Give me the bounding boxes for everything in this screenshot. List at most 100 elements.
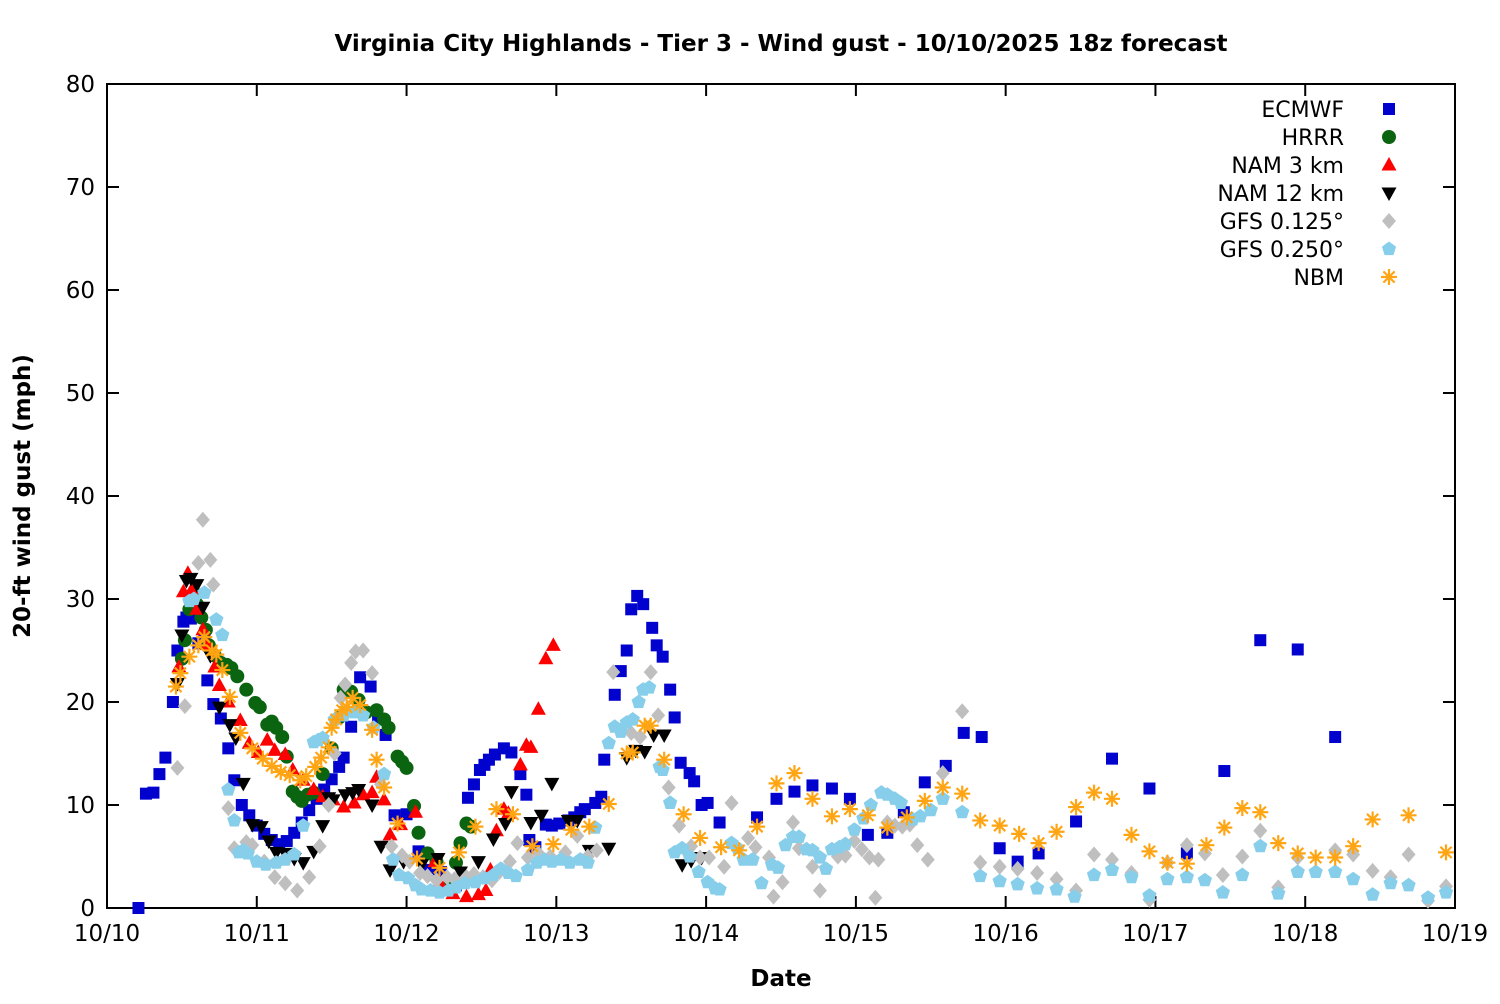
nbm-point-shape [1012, 827, 1026, 841]
nam-3-km-point [545, 637, 561, 651]
nam-3-km-point [364, 784, 380, 799]
legend-marker-nbm [1381, 269, 1397, 285]
nbm-point [221, 688, 238, 705]
gfs-0-125-point-shape [1105, 851, 1120, 868]
ecmwf-point-shape [650, 639, 663, 652]
gfs-0-125-point-shape [935, 765, 950, 782]
legend-item-hrrr: HRRR [1282, 126, 1396, 151]
gfs-0-250-point [1049, 882, 1064, 896]
nam-12-km-point [195, 601, 211, 616]
ecmwf-point [288, 826, 301, 839]
gfs-0-250-point-shape [1215, 885, 1230, 899]
gfs-0-125-point-shape [766, 888, 781, 905]
gfs-0-250-point [1104, 862, 1120, 876]
nam-3-km-point [470, 886, 486, 901]
nam-3-km-point-shape [306, 781, 322, 796]
nbm-point-shape [825, 809, 839, 823]
ecmwf-point-shape [288, 826, 301, 839]
nbm-point-shape [657, 753, 671, 767]
ecmwf-point-shape [132, 902, 145, 914]
gfs-0-125-point [1049, 871, 1064, 888]
gfs-0-125-point-shape [973, 854, 988, 871]
gfs-0-125-point [278, 875, 293, 892]
nam-12-km-point-shape [253, 821, 269, 835]
gfs-0-125-point [429, 872, 444, 889]
nbm-point-shape [626, 746, 640, 759]
nbm-point [313, 749, 330, 766]
gfs-0-125-point-shape [775, 874, 790, 891]
ecmwf-point-shape [608, 688, 621, 701]
gfs-0-125-point-shape [606, 664, 621, 681]
nam-12-km-point-shape [261, 835, 277, 850]
nbm-point [320, 739, 337, 756]
ecmwf-point [957, 726, 970, 739]
nam-12-km-point [325, 794, 341, 808]
gfs-0-125-point-shape [871, 851, 886, 868]
gfs-0-125-point-shape [195, 511, 210, 528]
hrrr-point-shape [381, 720, 396, 735]
ecmwf-point-shape [147, 786, 160, 799]
gfs-0-125-point [785, 814, 800, 831]
nam-12-km-point [533, 809, 549, 824]
y-tick-label: 80 [66, 72, 95, 98]
nbm-point [1086, 784, 1103, 801]
nam-12-km-point-shape [373, 840, 389, 855]
gfs-0-125-point-shape [1253, 822, 1268, 839]
gfs-0-125-point-shape [589, 842, 604, 859]
nam-3-km-point [259, 732, 275, 746]
ecmwf-point [713, 816, 726, 829]
nbm-point [244, 740, 261, 757]
ecmwf-point [664, 683, 677, 696]
nbm-point [1234, 800, 1251, 817]
legend-label-nam-12-km: NAM 12 km [1217, 182, 1344, 207]
gfs-0-125-point-shape [333, 689, 348, 706]
nam-12-km-point-shape [351, 784, 367, 798]
gfs-0-125-point [741, 829, 756, 846]
gfs-0-250-point-shape [1179, 869, 1194, 884]
nbm-point-shape [377, 781, 391, 794]
gfs-0-250-point [457, 875, 473, 890]
ecmwf-point [354, 671, 367, 684]
nam-12-km-point-shape [497, 818, 513, 832]
gfs-0-250-point [818, 861, 834, 875]
nam-12-km-point [470, 856, 486, 870]
nbm-point-shape [174, 666, 187, 680]
gfs-0-125-point-shape [661, 779, 676, 796]
gfs-0-250-point [186, 591, 201, 606]
ecmwf-point [1143, 782, 1156, 795]
ecmwf-point [461, 791, 474, 804]
legend-item-nam-12-km: NAM 12 km [1217, 182, 1397, 207]
nam-12-km-point [430, 853, 446, 867]
nbm-point-shape [329, 713, 343, 726]
nbm-point-shape [1235, 801, 1249, 815]
gfs-0-250-point-shape [754, 875, 769, 890]
ecmwf-point-shape [228, 774, 241, 787]
gfs-0-250-point [691, 864, 706, 878]
gfs-0-250-point [1290, 864, 1305, 878]
ecmwf-point-shape [505, 746, 518, 759]
nam-3-km-point-shape [488, 822, 504, 837]
nbm-point [859, 807, 876, 824]
legend-item-nam-3-km: NAM 3 km [1231, 154, 1397, 179]
nam-12-km-point [452, 866, 468, 880]
gfs-0-250-point [1253, 838, 1268, 853]
nbm-point [328, 711, 345, 728]
nbm-point-shape [602, 797, 616, 811]
nbm-point-shape [1346, 839, 1360, 853]
nam-12-km-point-shape [569, 814, 585, 829]
nam-12-km-point-shape [189, 579, 205, 593]
gfs-0-250-point-shape [1290, 864, 1305, 878]
ecmwf-point [788, 785, 801, 798]
ecmwf-point-shape [166, 696, 179, 708]
nbm-point-shape [677, 807, 691, 821]
ecmwf-point-shape [975, 731, 988, 744]
nam-3-km-point [408, 804, 424, 818]
gfs-0-125-point [935, 765, 950, 782]
ecmwf-point [467, 778, 480, 791]
nbm-point-shape [365, 723, 379, 737]
gfs-0-125-point [702, 849, 717, 866]
gfs-0-125-point [195, 511, 210, 528]
gfs-0-250-point [1328, 864, 1343, 878]
ecmwf-point-shape [788, 785, 801, 798]
